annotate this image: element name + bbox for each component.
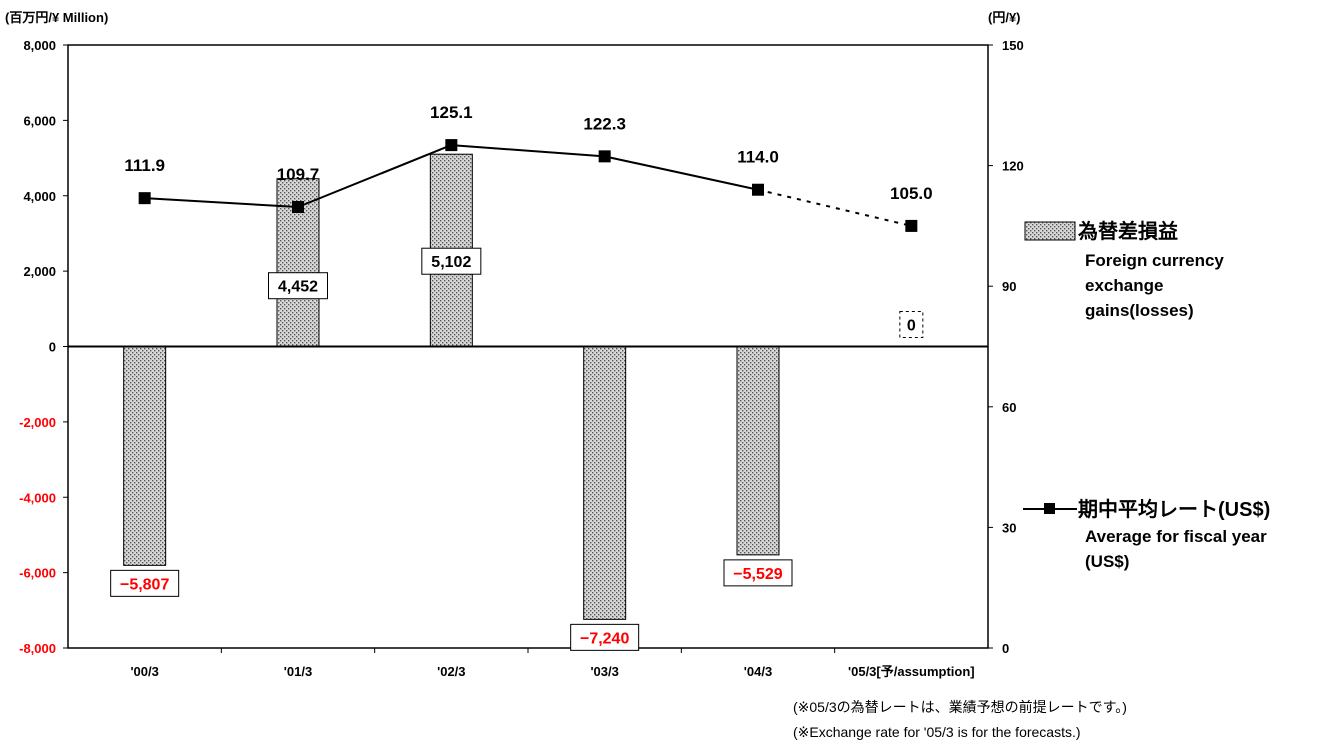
- bar: [736, 346, 780, 556]
- legend-bar: 為替差損益 Foreign currency exchange gains(lo…: [1024, 219, 1224, 320]
- legend-bar-name-en-3: gains(losses): [1085, 301, 1194, 320]
- legend-line-name-en-2: (US$): [1085, 552, 1129, 571]
- right-tick-label: 60: [1002, 400, 1016, 415]
- x-tick-label: '04/3: [744, 664, 772, 679]
- x-tick-label: '02/3: [437, 664, 465, 679]
- left-tick-label: -8,000: [19, 641, 56, 656]
- bar-value-label-box: [110, 569, 180, 597]
- line-point-marker: [445, 139, 458, 152]
- bar-value-label-box: [899, 311, 924, 338]
- bar-value-label-box: [421, 247, 482, 275]
- line-point-marker: [292, 201, 304, 214]
- note-ja: (※05/3の為替レートは、業績予想の前提レートです。): [793, 699, 1127, 715]
- left-tick-label: 8,000: [23, 38, 56, 53]
- right-tick-label: 90: [1002, 279, 1016, 294]
- left-tick-label: -4,000: [19, 490, 56, 505]
- bar-value-label: 0: [907, 318, 916, 335]
- right-axis-unit: (円/¥): [988, 10, 1021, 25]
- line-point-label: 105.0: [890, 184, 933, 203]
- line-segment: [604, 155, 759, 191]
- left-tick-label: 6,000: [23, 113, 56, 128]
- line-point-marker: [752, 183, 764, 196]
- left-axis-unit: (百万円/¥ Million): [5, 10, 108, 25]
- legend-bar-name-en-1: Foreign currency: [1085, 251, 1224, 270]
- right-tick-label: 150: [1002, 38, 1024, 53]
- line-point-label: 109.7: [277, 165, 320, 184]
- line-point-marker: [598, 150, 611, 163]
- right-tick-label: 120: [1002, 159, 1024, 174]
- left-tick-label: -2,000: [19, 415, 56, 430]
- right-tick-label: 0: [1002, 641, 1009, 656]
- legend-bar-name-en-2: exchange: [1085, 276, 1163, 295]
- line-segment: [144, 197, 299, 209]
- legend-bar-name-ja: 為替差損益: [1078, 219, 1178, 243]
- bar-value-label: 4,452: [278, 279, 318, 296]
- right-tick-label: 30: [1002, 520, 1016, 535]
- bar: [583, 346, 627, 620]
- line-point-marker: [138, 192, 151, 205]
- line-point-label: 125.1: [430, 103, 473, 122]
- plot-area: -8,000 -6,000 -4,000 -2,000 0 2,000 4,000 6,000…: [19, 38, 1024, 679]
- bar: [123, 346, 167, 566]
- legend-line-name-ja: 期中平均レート(US$): [1078, 497, 1270, 521]
- line-point-marker: [905, 219, 918, 232]
- note-en: (※Exchange rate for '05/3 is for the for…: [793, 724, 1081, 740]
- line-point-label: 114.0: [737, 148, 779, 167]
- x-tick-label: '00/3: [130, 664, 158, 679]
- bar-value-label-box: [723, 559, 793, 587]
- bar-value-label: −5,807: [120, 576, 169, 593]
- line-segment-forecast: [757, 188, 912, 227]
- left-tick-label: 4,000: [23, 189, 56, 204]
- x-tick-label: '05/3[予/assumption]: [848, 664, 975, 679]
- x-tick-label: '03/3: [590, 664, 618, 679]
- left-tick-label: 0: [49, 340, 56, 355]
- line-point-label: 122.3: [583, 114, 626, 133]
- line-segment: [451, 144, 605, 158]
- left-tick-label: -6,000: [19, 566, 56, 581]
- bar-value-label-box: [570, 623, 640, 651]
- bar-value-label: 5,102: [431, 254, 471, 271]
- bar-value-label: −7,240: [580, 630, 629, 647]
- bar-value-label-box: [268, 272, 328, 300]
- left-tick-label: 2,000: [23, 264, 56, 279]
- line-segment: [297, 144, 452, 208]
- legend-bar-swatch: [1024, 221, 1076, 241]
- x-tick-label: '01/3: [284, 664, 312, 679]
- legend-line: 期中平均レート(US$) Average for fiscal year (US…: [1023, 497, 1270, 571]
- bar-value-label: −5,529: [733, 566, 782, 583]
- legend-line-name-en-1: Average for fiscal year: [1085, 527, 1267, 546]
- legend-line-marker: [1044, 503, 1055, 514]
- line-point-label: 111.9: [124, 156, 165, 175]
